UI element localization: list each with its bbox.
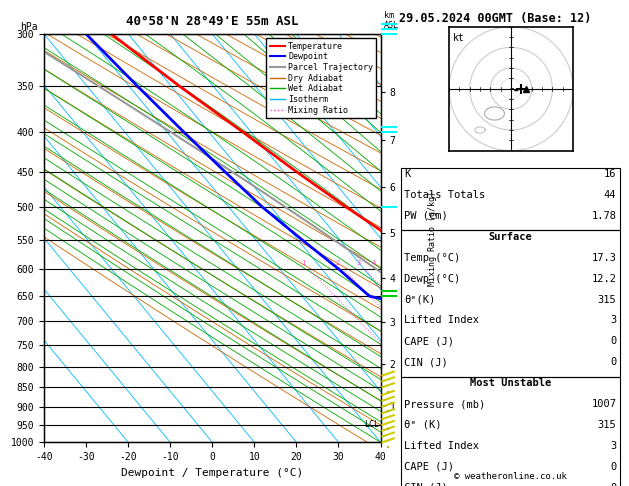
Text: kt: kt bbox=[454, 33, 465, 43]
Text: θᵉ (K): θᵉ (K) bbox=[404, 420, 442, 430]
Text: © weatheronline.co.uk: © weatheronline.co.uk bbox=[454, 472, 567, 481]
Text: LCL: LCL bbox=[364, 420, 379, 429]
Text: 29.05.2024 00GMT (Base: 12): 29.05.2024 00GMT (Base: 12) bbox=[399, 12, 592, 25]
Text: 40°58'N 28°49'E 55m ASL: 40°58'N 28°49'E 55m ASL bbox=[126, 15, 299, 28]
Text: 3: 3 bbox=[610, 315, 616, 326]
Text: Temp (°C): Temp (°C) bbox=[404, 253, 460, 263]
Text: 17.3: 17.3 bbox=[591, 253, 616, 263]
Text: 0: 0 bbox=[610, 462, 616, 472]
Text: 0: 0 bbox=[610, 357, 616, 367]
Text: 1: 1 bbox=[301, 260, 306, 266]
Text: Most Unstable: Most Unstable bbox=[470, 378, 551, 388]
Text: 1.78: 1.78 bbox=[591, 211, 616, 221]
Text: Pressure (mb): Pressure (mb) bbox=[404, 399, 486, 409]
Text: PW (cm): PW (cm) bbox=[404, 211, 448, 221]
Text: •: • bbox=[386, 390, 390, 396]
Text: •: • bbox=[386, 427, 390, 434]
Text: 12.2: 12.2 bbox=[591, 274, 616, 284]
Text: 315: 315 bbox=[598, 295, 616, 305]
Text: Dewp (°C): Dewp (°C) bbox=[404, 274, 460, 284]
Text: θᵉ(K): θᵉ(K) bbox=[404, 295, 436, 305]
Text: 315: 315 bbox=[598, 420, 616, 430]
Text: CIN (J): CIN (J) bbox=[404, 483, 448, 486]
Text: 16: 16 bbox=[604, 169, 616, 179]
Text: 44: 44 bbox=[604, 190, 616, 200]
Text: 1007: 1007 bbox=[591, 399, 616, 409]
Text: •: • bbox=[386, 409, 390, 415]
Text: CIN (J): CIN (J) bbox=[404, 357, 448, 367]
Text: K: K bbox=[404, 169, 411, 179]
X-axis label: Dewpoint / Temperature (°C): Dewpoint / Temperature (°C) bbox=[121, 468, 303, 478]
Text: Totals Totals: Totals Totals bbox=[404, 190, 486, 200]
Text: Mixing Ratio (g/kg): Mixing Ratio (g/kg) bbox=[428, 191, 437, 286]
Text: 4: 4 bbox=[372, 260, 376, 266]
Text: km
ASL: km ASL bbox=[384, 11, 399, 30]
Text: CAPE (J): CAPE (J) bbox=[404, 462, 454, 472]
Text: Lifted Index: Lifted Index bbox=[404, 315, 479, 326]
Text: Surface: Surface bbox=[489, 232, 532, 242]
Text: 2: 2 bbox=[335, 260, 340, 266]
Legend: Temperature, Dewpoint, Parcel Trajectory, Dry Adiabat, Wet Adiabat, Isotherm, Mi: Temperature, Dewpoint, Parcel Trajectory… bbox=[266, 38, 376, 118]
Text: Lifted Index: Lifted Index bbox=[404, 441, 479, 451]
Text: 3: 3 bbox=[610, 441, 616, 451]
Text: 0: 0 bbox=[610, 336, 616, 347]
Text: hPa: hPa bbox=[21, 22, 38, 32]
Text: •: • bbox=[386, 445, 390, 451]
Text: CAPE (J): CAPE (J) bbox=[404, 336, 454, 347]
Text: 0: 0 bbox=[610, 483, 616, 486]
Text: 3: 3 bbox=[357, 260, 360, 266]
